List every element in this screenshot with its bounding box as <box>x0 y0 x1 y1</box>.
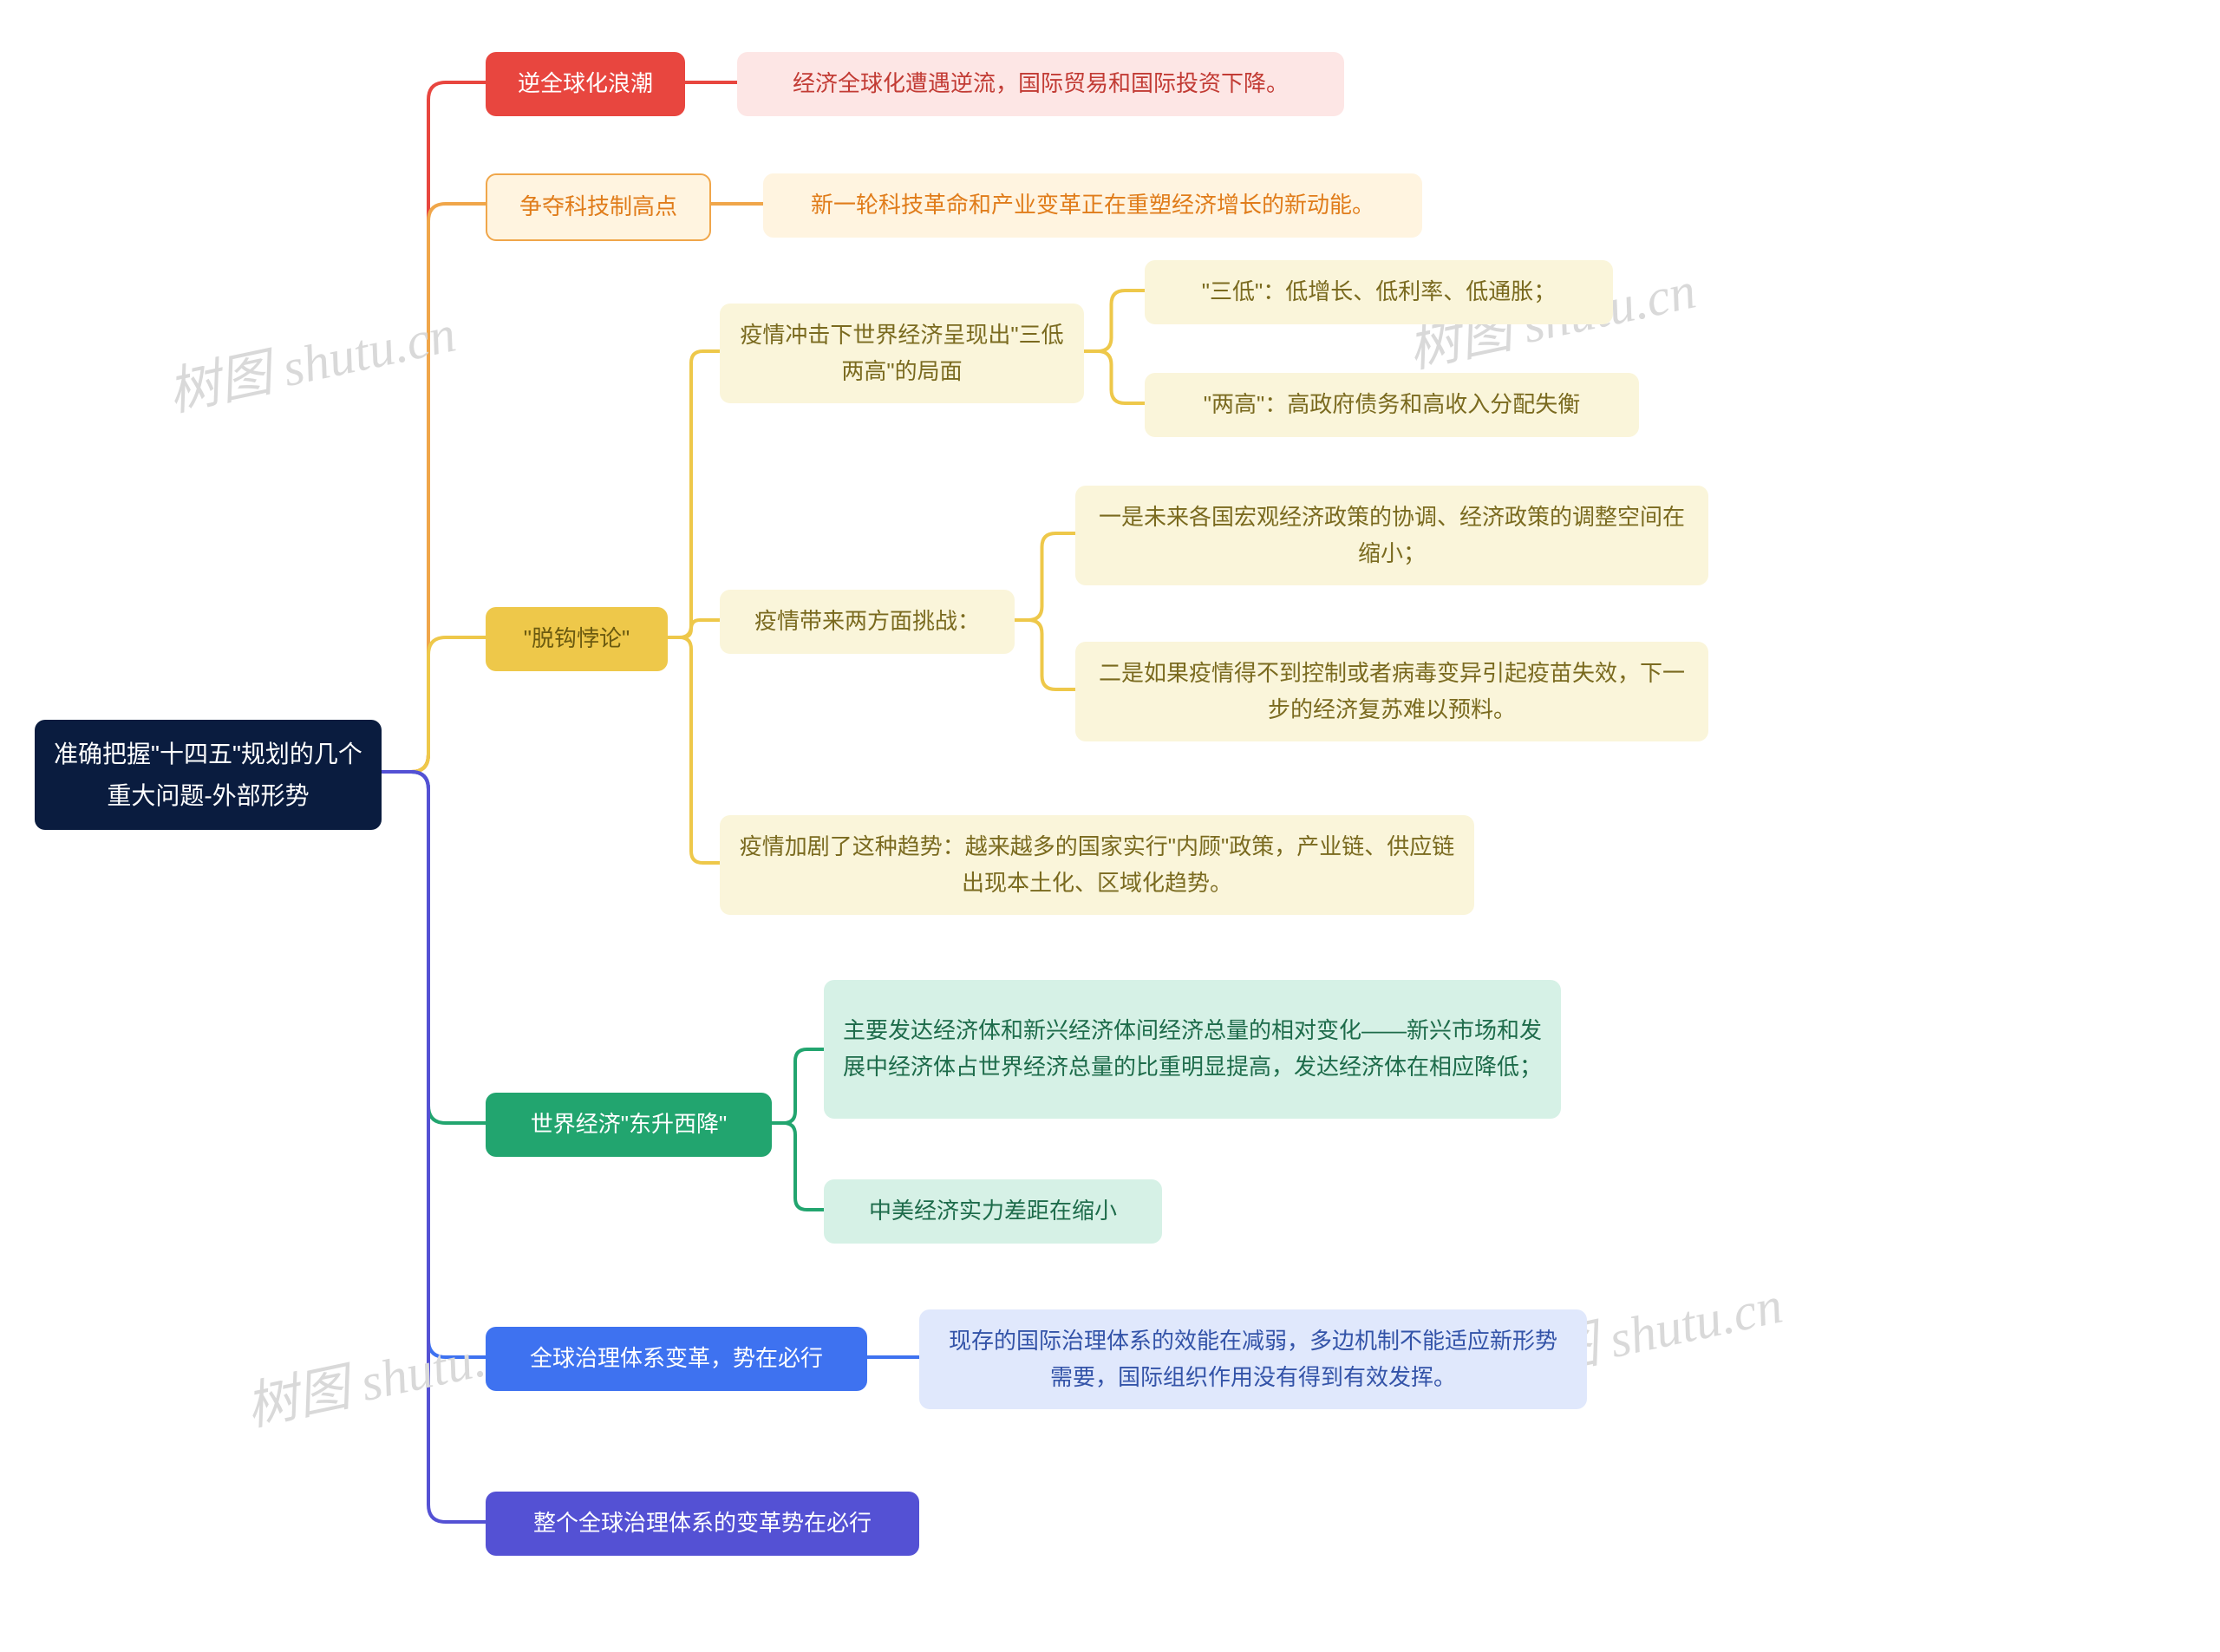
node-d2-1: 中美经济实力差距在缩小 <box>824 1179 1162 1244</box>
branch-b2-label: 争夺科技制高点 <box>519 189 677 225</box>
node-d2-0: 现存的国际治理体系的效能在减弱，多边机制不能适应新形势需要，国际组织作用没有得到… <box>919 1309 1587 1409</box>
node-d3-0: 一是未来各国宏观经济政策的协调、经济政策的调整空间在缩小； <box>1075 486 1708 585</box>
watermark: 树图 shutu.cn <box>160 291 461 426</box>
node-d3-0-label: "三低"：低增长、低利率、低通胀； <box>1202 274 1556 310</box>
branch-b5: 全球治理体系变革，势在必行 <box>486 1327 867 1391</box>
node-d2-1: 疫情带来两方面挑战： <box>720 590 1015 654</box>
node-d3-1-label: "两高"：高政府债务和高收入分配失衡 <box>1204 387 1580 423</box>
node-d2-0-label: 主要发达经济体和新兴经济体间经济总量的相对变化——新兴市场和发展中经济体占世界经… <box>843 1013 1542 1085</box>
branch-b6: 整个全球治理体系的变革势在必行 <box>486 1492 919 1556</box>
node-d2-0: 经济全球化遭遇逆流，国际贸易和国际投资下降。 <box>737 52 1344 116</box>
branch-b4-label: 世界经济"东升西降" <box>531 1107 727 1143</box>
node-d3-1: 二是如果疫情得不到控制或者病毒变异引起疫苗失效，下一步的经济复苏难以预料。 <box>1075 642 1708 741</box>
node-d2-0-label: 新一轮科技革命和产业变革正在重塑经济增长的新动能。 <box>811 187 1374 224</box>
node-d3-0-label: 一是未来各国宏观经济政策的协调、经济政策的调整空间在缩小； <box>1094 500 1689 571</box>
node-d2-0: 新一轮科技革命和产业变革正在重塑经济增长的新动能。 <box>763 173 1422 238</box>
node-d2-0: 疫情冲击下世界经济呈现出"三低两高"的局面 <box>720 304 1084 403</box>
node-d2-0-label: 现存的国际治理体系的效能在减弱，多边机制不能适应新形势需要，国际组织作用没有得到… <box>938 1323 1568 1395</box>
branch-b5-label: 全球治理体系变革，势在必行 <box>530 1341 823 1377</box>
branch-b3: "脱钩悖论" <box>486 607 668 671</box>
node-d2-2: 疫情加剧了这种趋势：越来越多的国家实行"内顾"政策，产业链、供应链出现本土化、区… <box>720 815 1474 915</box>
node-d2-1-label: 中美经济实力差距在缩小 <box>869 1193 1117 1230</box>
node-d2-1-label: 疫情带来两方面挑战： <box>754 604 980 640</box>
branch-b3-label: "脱钩悖论" <box>524 621 630 657</box>
node-d2-0-label: 经济全球化遭遇逆流，国际贸易和国际投资下降。 <box>793 66 1289 102</box>
node-d3-1-label: 二是如果疫情得不到控制或者病毒变异引起疫苗失效，下一步的经济复苏难以预料。 <box>1094 656 1689 728</box>
branch-b2: 争夺科技制高点 <box>486 173 711 241</box>
root-label: 准确把握"十四五"规划的几个重大问题-外部形势 <box>54 734 362 816</box>
node-d2-0-label: 疫情冲击下世界经济呈现出"三低两高"的局面 <box>739 317 1065 389</box>
branch-b1: 逆全球化浪潮 <box>486 52 685 116</box>
node-d3-1: "两高"：高政府债务和高收入分配失衡 <box>1145 373 1639 437</box>
node-d2-0: 主要发达经济体和新兴经济体间经济总量的相对变化——新兴市场和发展中经济体占世界经… <box>824 980 1561 1119</box>
branch-b1-label: 逆全球化浪潮 <box>518 66 653 102</box>
branch-b6-label: 整个全球治理体系的变革势在必行 <box>533 1505 872 1542</box>
branch-b4: 世界经济"东升西降" <box>486 1093 772 1157</box>
node-d2-2-label: 疫情加剧了这种趋势：越来越多的国家实行"内顾"政策，产业链、供应链出现本土化、区… <box>739 829 1455 901</box>
node-d3-0: "三低"：低增长、低利率、低通胀； <box>1145 260 1613 324</box>
root-node: 准确把握"十四五"规划的几个重大问题-外部形势 <box>35 720 382 830</box>
